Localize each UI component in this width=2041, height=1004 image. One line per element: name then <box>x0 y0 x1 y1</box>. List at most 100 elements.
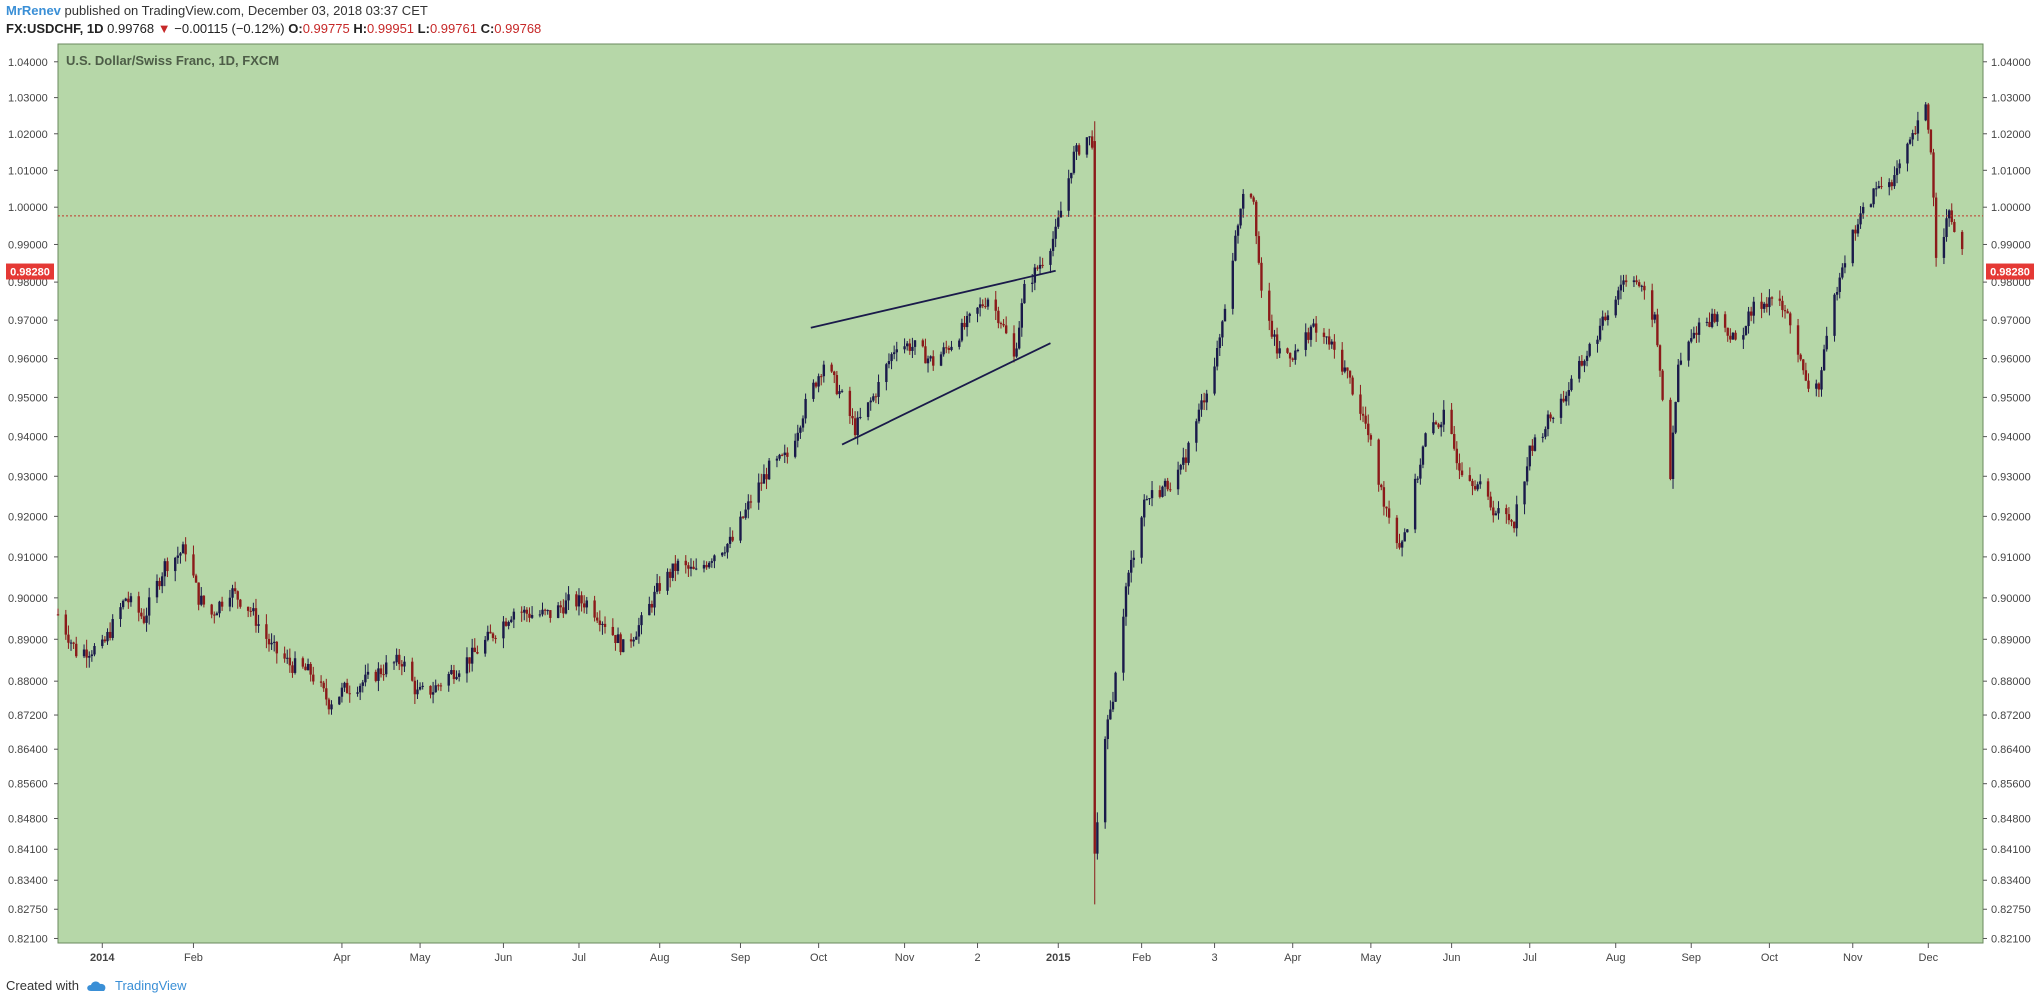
candle-body <box>437 685 440 687</box>
candle-body <box>304 666 307 671</box>
trendline <box>810 269 1056 329</box>
author-link[interactable]: MrRenev <box>6 3 61 18</box>
candle-body <box>903 346 906 350</box>
high-value: 0.99951 <box>367 21 415 36</box>
candle-body <box>833 371 836 376</box>
candle-body <box>1038 264 1042 269</box>
candle-body <box>1802 359 1805 371</box>
open-value: 0.99775 <box>302 21 350 36</box>
x-tick-label: Apr <box>1284 952 1301 964</box>
down-arrow-icon: ▼ <box>157 21 171 36</box>
candle-body <box>1541 436 1544 438</box>
candle-body <box>1140 517 1143 558</box>
candle-body <box>1270 320 1274 337</box>
y-tick-label: 1.00000 <box>8 202 48 214</box>
y-tick-label: 1.03000 <box>1991 93 2031 105</box>
candle-body <box>1789 313 1792 326</box>
candle-body <box>1252 197 1255 202</box>
y-tick-label: 0.83400 <box>8 875 48 887</box>
candle-body <box>1825 335 1828 350</box>
symbol-label: FX:USDCHF, 1D <box>6 21 104 36</box>
candle-body <box>741 516 745 518</box>
candle-body <box>793 440 797 457</box>
candle-body <box>932 356 935 366</box>
candle-body <box>160 576 164 587</box>
candle-body <box>942 347 945 355</box>
candle-body <box>1286 348 1289 353</box>
candle-body <box>760 482 763 484</box>
candle-body <box>1895 168 1899 176</box>
plot-area[interactable] <box>57 43 1984 944</box>
candle-body <box>312 674 315 682</box>
candle-body <box>692 566 695 569</box>
candle-body <box>142 616 146 623</box>
candle-body <box>1687 341 1690 361</box>
candle-body <box>530 615 534 618</box>
candles <box>56 102 1964 905</box>
candle-body <box>1643 285 1646 291</box>
candle-body <box>1111 701 1115 710</box>
candle-body <box>379 668 383 675</box>
candle-body <box>1690 338 1693 342</box>
tradingview-link[interactable]: TradingView <box>114 978 187 993</box>
candle-body <box>999 323 1003 325</box>
x-tick-label: Feb <box>1132 952 1151 964</box>
candle-body <box>783 452 786 456</box>
candle-body <box>1749 311 1753 316</box>
x-tick-label: 2015 <box>1046 952 1070 964</box>
candle-body <box>1947 210 1951 219</box>
candle-body <box>166 561 169 572</box>
candle-body <box>67 634 70 643</box>
candle-body <box>1197 409 1201 422</box>
candle-body <box>1187 442 1190 463</box>
chart-title: U.S. Dollar/Swiss Franc, 1D, FXCM <box>66 53 279 68</box>
candle-body <box>411 661 414 681</box>
candle-body <box>382 674 385 676</box>
candle-body <box>1288 352 1292 359</box>
candle-body <box>1807 380 1810 389</box>
x-tick-label: Feb <box>184 952 203 964</box>
candle-body <box>1710 313 1714 327</box>
candle-body <box>1012 333 1016 357</box>
candle-body <box>747 501 750 510</box>
candle-body <box>343 682 346 688</box>
candle-body <box>200 595 203 605</box>
candle-body <box>88 656 91 658</box>
low-value: 0.99761 <box>429 21 477 36</box>
price-chart[interactable]: U.S. Dollar/Swiss Franc, 1D, FXCM 0.8210… <box>0 40 2041 970</box>
candle-body <box>562 607 565 614</box>
candle-body <box>1327 336 1331 345</box>
y-tick-label: 0.82750 <box>8 904 48 916</box>
candle-body <box>804 398 807 419</box>
candle-body <box>273 641 276 643</box>
candle-body <box>348 693 351 695</box>
candle-body <box>1880 186 1883 188</box>
candle-body <box>1614 299 1617 316</box>
candle-body <box>1815 383 1818 389</box>
candle-body <box>1674 401 1677 433</box>
candle-body <box>1127 572 1130 587</box>
candle-body <box>82 649 86 657</box>
candle-body <box>997 310 1000 324</box>
candle-body <box>1804 370 1808 381</box>
candle-body <box>1132 557 1136 560</box>
candle-body <box>549 610 552 618</box>
candle-body <box>1223 308 1227 322</box>
high-label: H: <box>353 21 368 36</box>
candle-body <box>866 402 870 417</box>
candle-body <box>356 692 359 694</box>
y-tick-label: 0.86400 <box>8 744 48 756</box>
y-tick-label: 0.89000 <box>1991 634 2031 646</box>
candle-body <box>494 637 497 639</box>
candle-body <box>1041 264 1044 266</box>
candle-body <box>853 418 857 436</box>
candle-body <box>1861 206 1865 214</box>
candle-body <box>210 604 213 615</box>
candle-body <box>786 452 789 457</box>
candle-body <box>119 607 122 620</box>
candle-body <box>653 591 656 608</box>
candle-body <box>192 554 195 576</box>
candle-body <box>1200 400 1203 410</box>
y-tick-label: 0.99000 <box>8 239 48 251</box>
candle-body <box>1341 349 1344 372</box>
